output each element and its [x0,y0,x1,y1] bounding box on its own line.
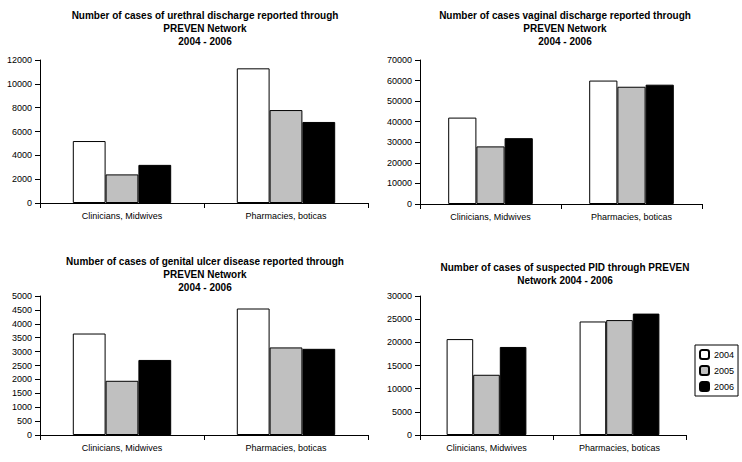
svg-text:6000: 6000 [12,127,32,137]
svg-text:2004: 2004 [714,350,734,360]
svg-text:Pharmacies, boticas: Pharmacies, boticas [245,443,327,453]
svg-text:0: 0 [407,430,412,440]
svg-text:1500: 1500 [12,388,32,398]
svg-text:25000: 25000 [387,314,412,324]
svg-text:70000: 70000 [387,55,412,65]
svg-text:Clinicians, Midwives: Clinicians, Midwives [450,212,531,222]
svg-text:PREVEN Network: PREVEN Network [163,23,247,34]
svg-text:Pharmacies, boticas: Pharmacies, boticas [245,211,327,221]
svg-text:10000: 10000 [387,178,412,188]
svg-text:2000: 2000 [12,374,32,384]
svg-text:20000: 20000 [387,337,412,347]
svg-text:Number of cases of suspected P: Number of cases of suspected PID through… [441,262,690,273]
svg-text:12000: 12000 [7,55,32,65]
svg-text:Pharmacies, boticas: Pharmacies, boticas [591,212,673,222]
svg-text:10000: 10000 [387,384,412,394]
svg-text:8000: 8000 [12,103,32,113]
svg-text:4000: 4000 [12,319,32,329]
svg-text:4500: 4500 [12,305,32,315]
svg-text:50000: 50000 [387,96,412,106]
svg-text:20000: 20000 [387,158,412,168]
svg-text:3500: 3500 [12,333,32,343]
svg-text:Clinicians, Midwives: Clinicians, Midwives [82,211,163,221]
svg-text:40000: 40000 [387,117,412,127]
svg-text:0: 0 [407,199,412,209]
svg-text:3000: 3000 [12,347,32,357]
svg-text:0: 0 [27,198,32,208]
svg-text:2004 - 2006: 2004 - 2006 [178,36,232,47]
svg-text:PREVEN Network: PREVEN Network [163,269,247,280]
svg-text:500: 500 [17,416,32,426]
svg-text:Clinicians, Midwives: Clinicians, Midwives [82,443,163,453]
svg-text:2500: 2500 [12,361,32,371]
svg-text:30000: 30000 [387,291,412,301]
svg-text:Number of cases vaginal discha: Number of cases vaginal discharge report… [439,10,691,21]
svg-text:10000: 10000 [7,79,32,89]
svg-text:Network 2004 - 2006: Network 2004 - 2006 [517,275,613,286]
svg-text:2005: 2005 [714,366,734,376]
svg-text:5000: 5000 [392,407,412,417]
svg-text:Clinicians, Midwives: Clinicians, Midwives [446,443,527,453]
svg-text:30000: 30000 [387,137,412,147]
svg-text:2004 - 2006: 2004 - 2006 [178,282,232,293]
svg-text:15000: 15000 [387,361,412,371]
svg-text:2000: 2000 [12,174,32,184]
svg-text:60000: 60000 [387,76,412,86]
svg-text:2006: 2006 [714,382,734,392]
svg-text:PREVEN Network: PREVEN Network [523,23,607,34]
svg-text:Number of cases of urethral di: Number of cases of urethral discharge re… [72,10,339,21]
svg-text:Pharmacies, boticas: Pharmacies, boticas [579,443,661,453]
svg-text:Number of cases of genital ulc: Number of cases of genital ulcer disease… [66,256,344,267]
svg-text:1000: 1000 [12,402,32,412]
svg-text:4000: 4000 [12,150,32,160]
svg-text:5000: 5000 [12,291,32,301]
svg-text:2004 - 2006: 2004 - 2006 [538,36,592,47]
svg-text:0: 0 [27,430,32,440]
